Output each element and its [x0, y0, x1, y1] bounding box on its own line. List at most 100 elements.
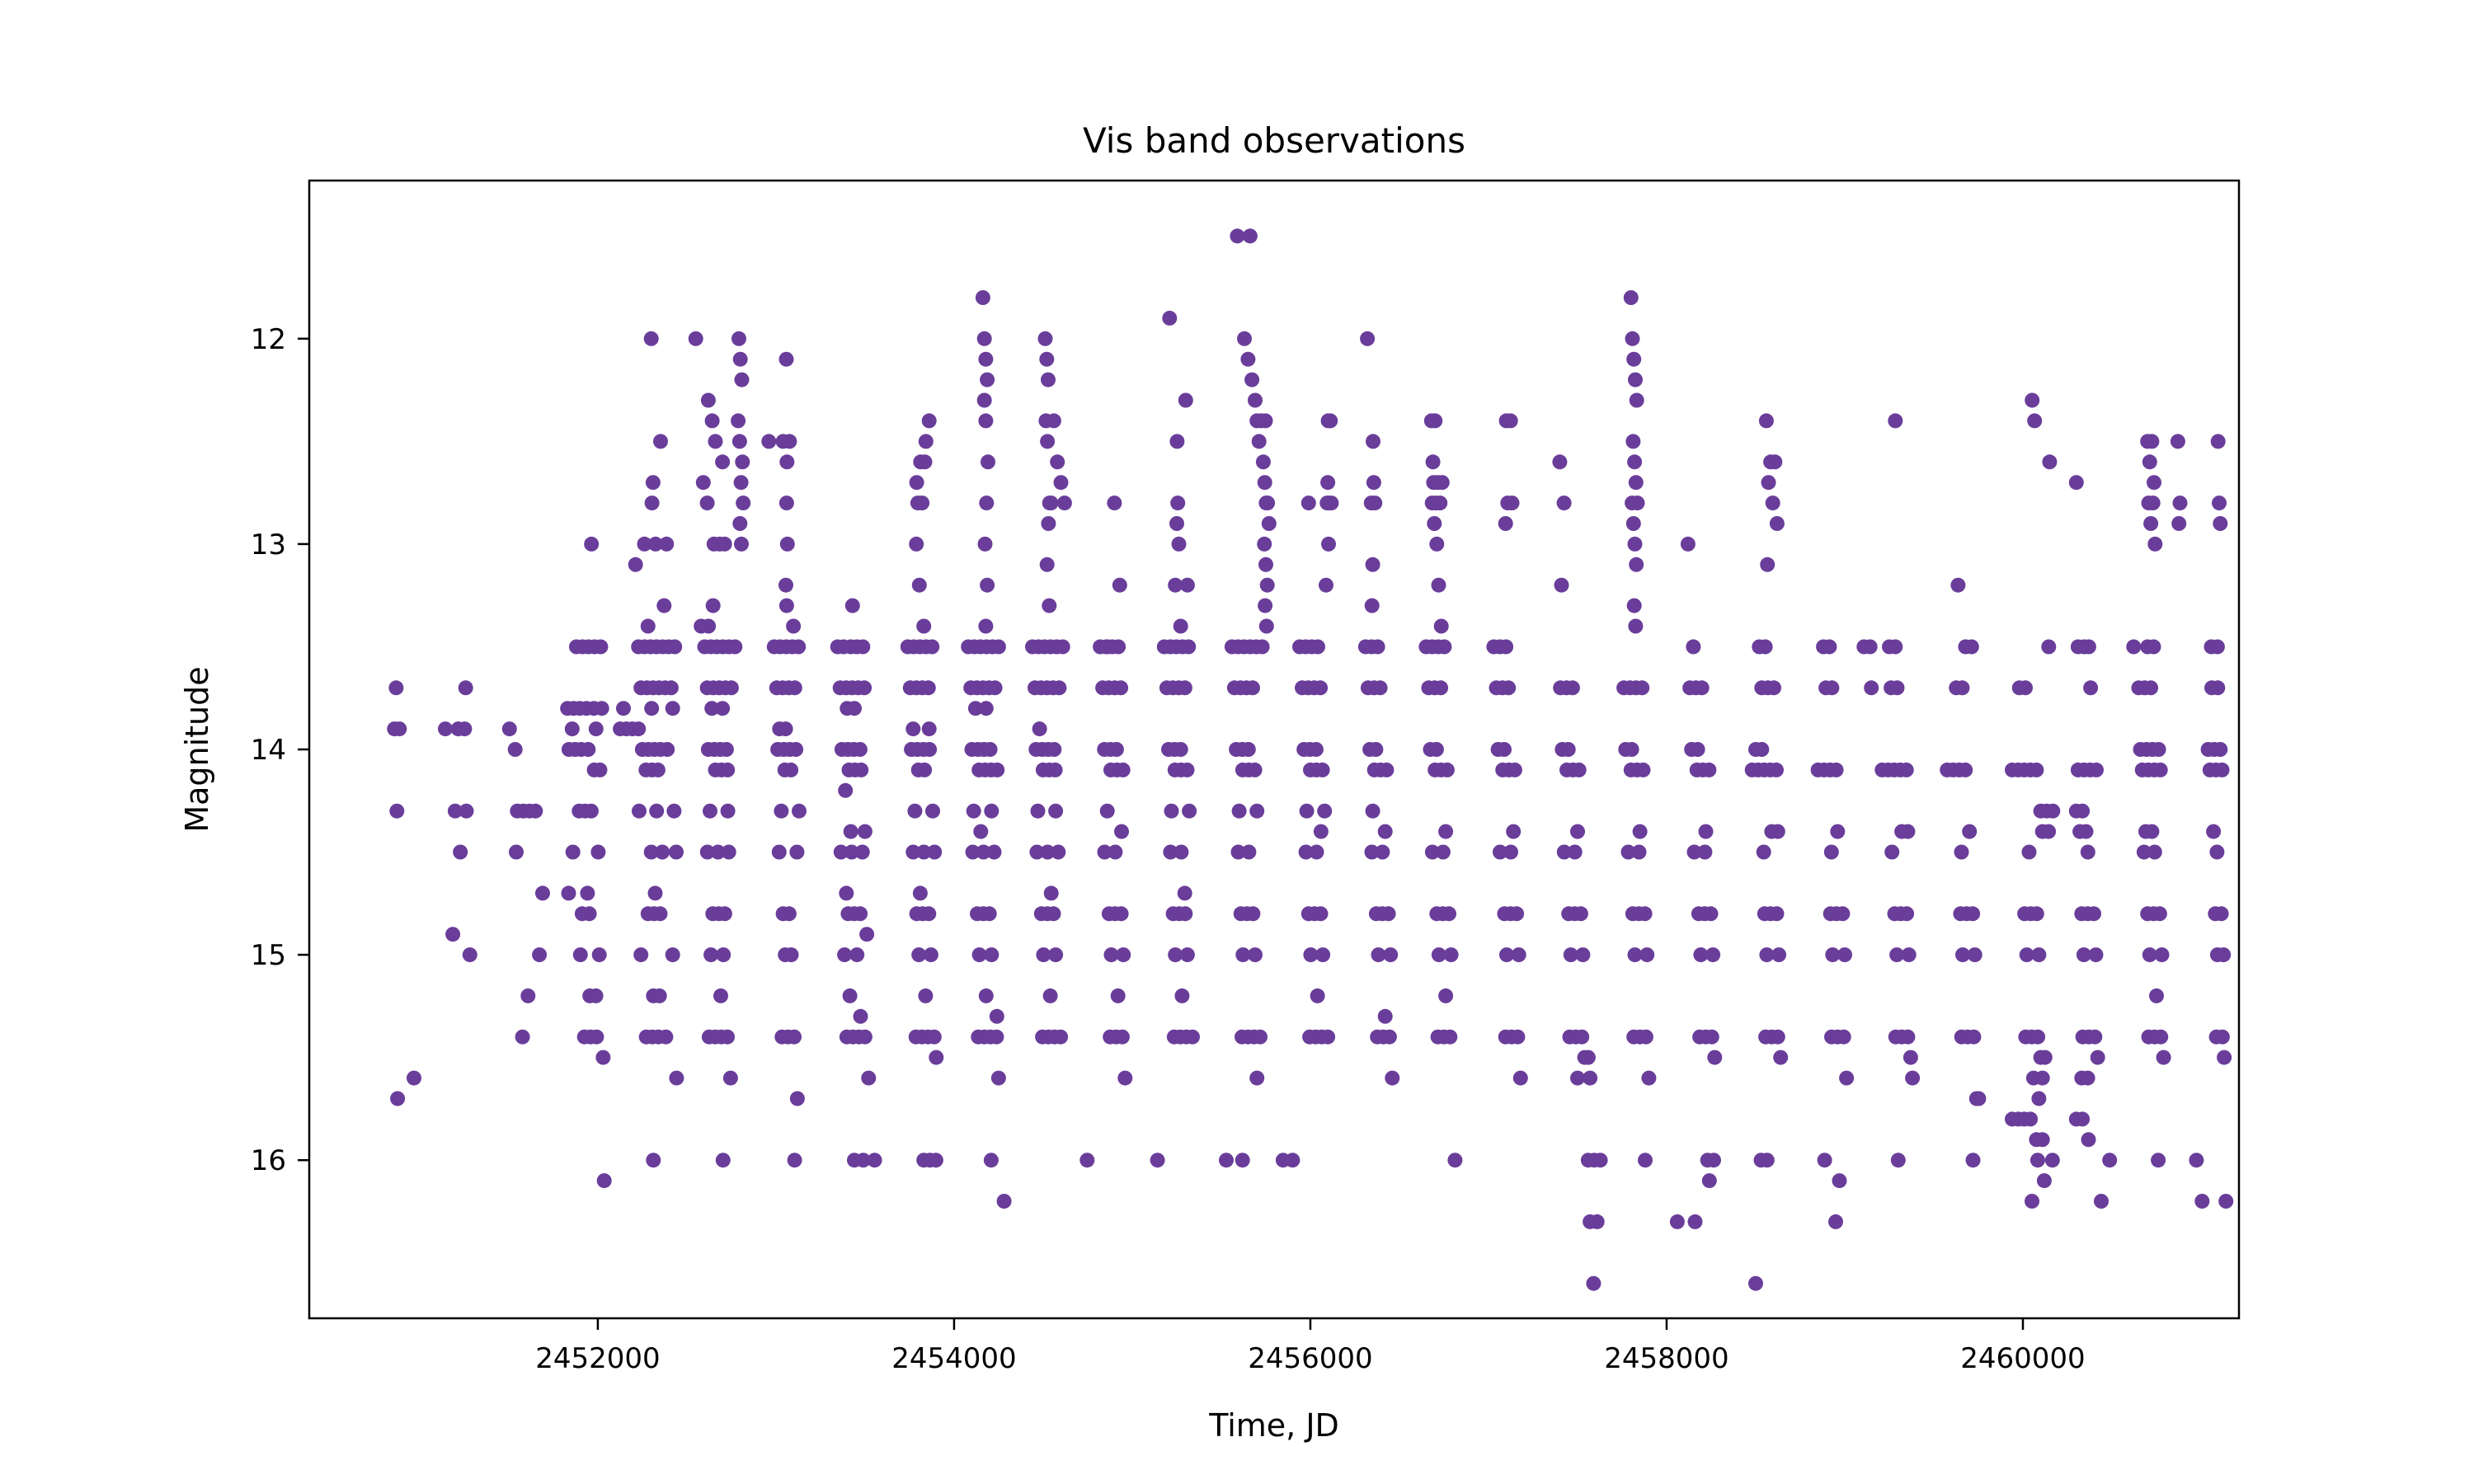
data-point: [1832, 1173, 1847, 1189]
data-point: [980, 577, 995, 593]
data-point: [1427, 516, 1442, 531]
data-point: [1759, 947, 1775, 963]
data-point: [1164, 803, 1179, 819]
data-point: [655, 844, 670, 860]
data-point: [1257, 475, 1272, 491]
data-point: [912, 885, 928, 901]
data-point: [2068, 475, 2084, 491]
data-point: [1698, 824, 1714, 839]
data-point: [1260, 495, 1276, 511]
data-point: [590, 844, 606, 860]
data-point: [1830, 824, 1846, 839]
data-point: [2217, 1050, 2232, 1065]
data-point: [778, 577, 793, 593]
data-point: [1434, 475, 1450, 491]
data-point: [644, 701, 660, 716]
data-point: [1567, 844, 1583, 860]
data-point: [854, 844, 870, 860]
data-point: [1381, 1029, 1397, 1045]
data-point: [1099, 803, 1115, 819]
data-point: [1862, 639, 1878, 655]
data-point: [1431, 577, 1446, 593]
data-point: [1182, 803, 1197, 819]
data-point: [653, 434, 668, 449]
data-point: [1170, 495, 1186, 511]
data-point: [2042, 454, 2058, 470]
data-point: [909, 475, 924, 491]
data-point: [528, 803, 543, 819]
data-point: [1253, 1029, 1268, 1045]
data-point: [1864, 680, 1879, 696]
data-point: [1257, 536, 1272, 552]
data-point: [978, 351, 994, 367]
data-point: [1574, 1029, 1590, 1045]
data-point: [778, 351, 794, 367]
data-point: [833, 844, 849, 860]
data-point: [2025, 392, 2040, 408]
data-point: [1499, 947, 1514, 963]
data-point: [2147, 536, 2163, 552]
data-point: [1884, 844, 1900, 860]
data-point: [977, 536, 993, 552]
data-point: [1965, 1153, 1981, 1168]
data-point: [665, 947, 680, 963]
data-point: [1964, 639, 1979, 655]
data-point: [987, 680, 1003, 696]
data-point: [1235, 947, 1251, 963]
data-point: [667, 639, 683, 655]
data-point: [842, 988, 858, 1003]
data-point: [1366, 475, 1381, 491]
data-point: [2081, 1132, 2096, 1148]
y-tick-label: 16: [251, 1144, 286, 1177]
data-point: [721, 844, 736, 860]
data-point: [731, 434, 747, 449]
data-point: [1438, 988, 1454, 1003]
data-point: [1828, 762, 1844, 777]
data-point: [2075, 803, 2091, 819]
data-point: [596, 1173, 612, 1189]
data-point: [975, 290, 990, 305]
data-point: [1320, 475, 1336, 491]
data-point: [1029, 844, 1045, 860]
data-point: [1817, 1153, 1832, 1168]
data-point: [723, 680, 739, 696]
data-point: [986, 844, 1002, 860]
data-point: [1769, 762, 1784, 777]
data-point: [2086, 906, 2101, 922]
data-point: [1890, 1153, 1906, 1168]
data-point: [837, 947, 853, 963]
data-point: [1701, 1173, 1717, 1189]
data-point: [857, 1029, 872, 1045]
data-point: [2213, 516, 2228, 531]
data-point: [2090, 1050, 2105, 1065]
data-point: [1638, 1153, 1653, 1168]
data-point: [1503, 844, 1518, 860]
data-point: [1380, 906, 1396, 922]
data-point: [1097, 844, 1112, 860]
data-point: [1703, 906, 1719, 922]
data-point: [565, 844, 581, 860]
data-point: [1431, 947, 1446, 963]
data-point: [1043, 495, 1059, 511]
data-point: [1687, 1214, 1703, 1229]
data-point: [2149, 988, 2164, 1003]
data-point: [1625, 331, 1640, 346]
data-point: [715, 454, 731, 470]
data-point: [1248, 947, 1263, 963]
data-point: [695, 475, 711, 491]
data-point: [2029, 906, 2044, 922]
data-point: [1254, 639, 1270, 655]
data-point: [1773, 1050, 1789, 1065]
data-point: [1686, 844, 1702, 860]
data-point: [1324, 495, 1339, 511]
data-point: [581, 906, 597, 922]
data-point: [2031, 947, 2047, 963]
data-point: [1767, 454, 1783, 470]
data-point: [652, 906, 668, 922]
data-point: [782, 434, 797, 449]
data-point: [628, 556, 643, 572]
data-point: [1442, 1029, 1458, 1045]
data-point: [1117, 1070, 1133, 1086]
data-point: [1249, 803, 1265, 819]
data-point: [839, 885, 854, 901]
